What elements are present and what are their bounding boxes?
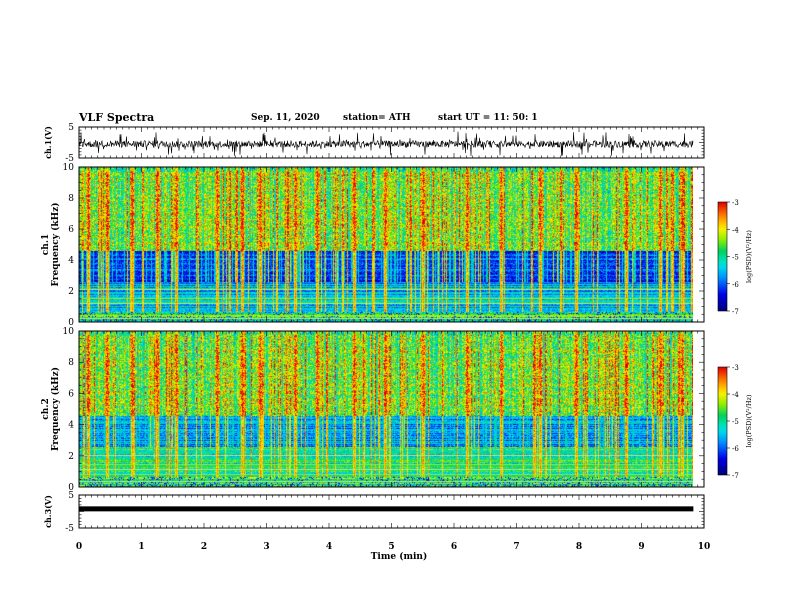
ytick-label: 10 bbox=[63, 327, 75, 337]
xtick-label: 9 bbox=[638, 542, 644, 552]
ch1-waveform-line bbox=[78, 131, 694, 157]
ytick-label: 8 bbox=[68, 358, 74, 368]
ytick-label: 0 bbox=[68, 318, 74, 328]
ytick-label: 2 bbox=[68, 287, 74, 297]
plot-title: VLF Spectra bbox=[79, 111, 155, 124]
xtick-label: 8 bbox=[576, 542, 582, 552]
ytick-label: 0 bbox=[68, 483, 74, 493]
station-label: station= ATH bbox=[343, 113, 411, 123]
ch3-waveform-band bbox=[79, 506, 694, 512]
ytick-label: 6 bbox=[68, 389, 74, 399]
colorbar-tick-label: -5 bbox=[732, 418, 739, 426]
xtick-label: 10 bbox=[698, 542, 711, 552]
ytick-label: 4 bbox=[68, 421, 74, 431]
ytick-label: 4 bbox=[68, 256, 74, 266]
xtick-label: 7 bbox=[513, 542, 519, 552]
xtick-label: 6 bbox=[451, 542, 457, 552]
ylabel-panel-4: ch.3(V) bbox=[43, 495, 53, 528]
xtick-label: 3 bbox=[263, 542, 269, 552]
ytick-label: 5 bbox=[68, 491, 74, 501]
ylabel-panel-1: ch.1(V) bbox=[43, 126, 53, 159]
colorbar-tick-label: -4 bbox=[732, 391, 739, 399]
ylabel-panel-3: ch.2Frequency (kHz) bbox=[41, 367, 61, 451]
ytick-label: -5 bbox=[65, 154, 74, 164]
ytick-label: 2 bbox=[68, 452, 74, 462]
ytick-label: 5 bbox=[68, 123, 74, 133]
date-label: Sep. 11, 2020 bbox=[251, 113, 320, 123]
colorbar-tick-label: -4 bbox=[732, 226, 739, 234]
colorbar-tick-label: -7 bbox=[732, 472, 739, 480]
ytick-label: -5 bbox=[65, 524, 74, 534]
ytick-label: 8 bbox=[68, 194, 74, 204]
colorbar-tick-label: -3 bbox=[732, 199, 739, 207]
colorbar-ch1 bbox=[717, 201, 728, 312]
xaxis-label: Time (min) bbox=[371, 551, 428, 562]
xtick-label: 0 bbox=[76, 542, 82, 552]
colorbar-tick-label: -5 bbox=[732, 254, 739, 262]
colorbar-tick-label: -6 bbox=[732, 445, 739, 453]
colorbar-label: log(PSD)(V²/Hz) bbox=[745, 394, 753, 447]
xtick-label: 1 bbox=[138, 542, 144, 552]
spectrogram-ch1 bbox=[79, 167, 693, 322]
spectrogram-ch2 bbox=[79, 331, 693, 487]
colorbar-tick-label: -6 bbox=[732, 281, 739, 289]
xtick-label: 2 bbox=[201, 542, 207, 552]
ytick-label: 6 bbox=[68, 225, 74, 235]
colorbar-label: log(PSD)(V²/Hz) bbox=[745, 230, 753, 283]
colorbar-ch2 bbox=[717, 366, 728, 476]
start-time-label: start UT = 11: 50: 1 bbox=[438, 113, 538, 123]
ylabel-panel-2: ch.1Frequency (kHz) bbox=[41, 202, 61, 286]
colorbar-tick-label: -7 bbox=[732, 308, 739, 316]
xtick-label: 5 bbox=[388, 542, 394, 552]
ytick-label: 10 bbox=[63, 163, 75, 173]
colorbar-tick-label: -3 bbox=[732, 364, 739, 372]
xtick-label: 4 bbox=[326, 542, 332, 552]
